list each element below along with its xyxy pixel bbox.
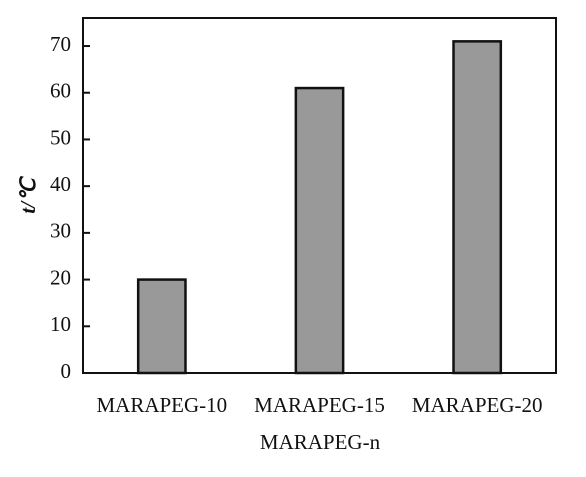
- y-tick-label: 60: [50, 79, 71, 103]
- bar: [452, 40, 503, 375]
- y-tick-label: 30: [50, 219, 71, 243]
- y-tick-label: 50: [50, 125, 71, 149]
- y-axis-label: t/℃: [16, 175, 40, 214]
- x-tick-label: MARAPEG-10: [96, 393, 227, 417]
- y-tick-label: 20: [50, 265, 71, 289]
- bar: [294, 86, 345, 375]
- x-axis-label: MARAPEG-n: [260, 430, 381, 454]
- y-tick-label: 70: [50, 32, 71, 56]
- y-tick-label: 0: [61, 359, 72, 383]
- plot-frame: [82, 17, 557, 374]
- y-tick-label: 10: [50, 312, 71, 336]
- x-tick-label: MARAPEG-15: [254, 393, 385, 417]
- bar: [136, 278, 187, 375]
- y-tick-label: 40: [50, 172, 71, 196]
- x-tick-label: MARAPEG-20: [412, 393, 543, 417]
